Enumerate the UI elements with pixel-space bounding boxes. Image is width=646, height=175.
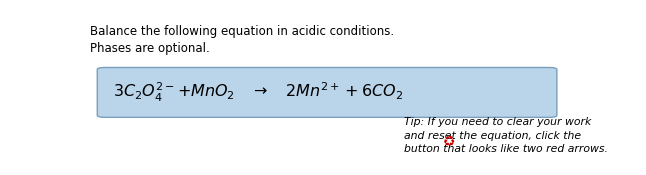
FancyBboxPatch shape [98, 68, 557, 117]
Text: Balance the following equation in acidic conditions.
Phases are optional.: Balance the following equation in acidic… [90, 25, 394, 55]
Text: ♻: ♻ [443, 135, 455, 149]
Text: Tip: If you need to clear your work
and reset the equation, click the
button tha: Tip: If you need to clear your work and … [404, 117, 608, 154]
Text: $3C_2O_4^{2-}$$ + MnO_2$$\quad \rightarrow \quad$$2Mn^{2+} + 6CO_2$: $3C_2O_4^{2-}$$ + MnO_2$$\quad \rightarr… [113, 81, 403, 104]
